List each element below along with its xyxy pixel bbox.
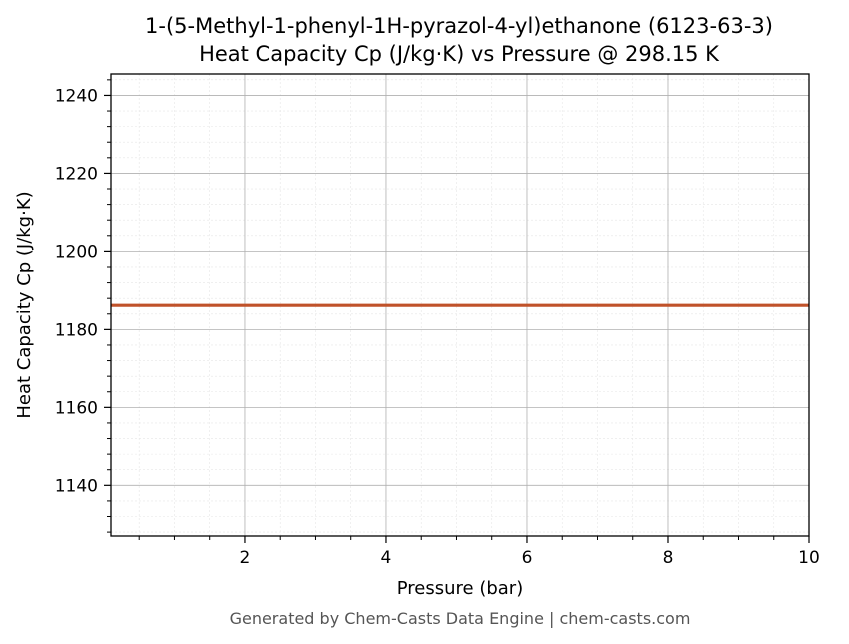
y-tick-label: 1220 — [55, 164, 98, 184]
x-tick-label: 2 — [240, 548, 251, 568]
footer-credit: Generated by Chem-Casts Data Engine | ch… — [230, 609, 691, 628]
plot-frame — [110, 73, 810, 537]
x-tick-label: 8 — [663, 548, 674, 568]
chart-title: 1-(5-Methyl-1-phenyl-1H-pyrazol-4-yl)eth… — [145, 14, 773, 38]
y-tick-label: 1200 — [55, 242, 98, 262]
x-tick-label: 4 — [381, 548, 392, 568]
y-tick-label: 1140 — [55, 476, 98, 496]
y-tick-label: 1180 — [55, 320, 98, 340]
tick-labels: 2 4 6 8 10 1140 1160 1180 1200 1220 1240 — [55, 86, 820, 568]
x-tick-label: 6 — [522, 548, 533, 568]
x-tick-label: 10 — [798, 548, 820, 568]
minor-grid — [111, 74, 809, 536]
y-tick-label: 1240 — [55, 86, 98, 106]
x-axis-label: Pressure (bar) — [397, 578, 523, 599]
y-tick-label: 1160 — [55, 398, 98, 418]
chart-subtitle: Heat Capacity Cp (J/kg·K) vs Pressure @ … — [199, 42, 720, 66]
y-axis-label: Heat Capacity Cp (J/kg·K) — [14, 191, 35, 418]
ticks — [104, 79, 810, 543]
